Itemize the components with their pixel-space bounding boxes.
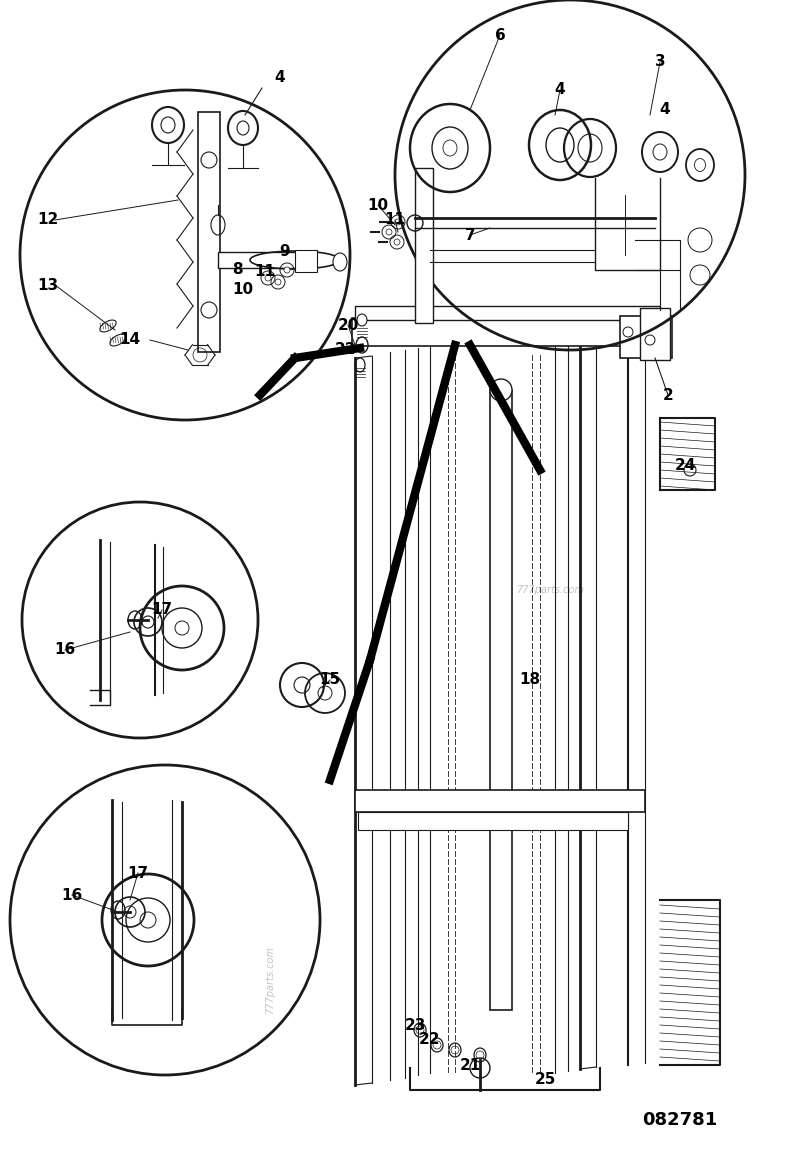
Bar [295, 250, 317, 272]
Text: 10: 10 [233, 282, 254, 297]
Text: 22: 22 [419, 1032, 441, 1047]
Text: 777parts.com: 777parts.com [516, 585, 584, 595]
Ellipse shape [357, 314, 367, 326]
Text: 8: 8 [232, 263, 242, 278]
Text: 16: 16 [62, 888, 82, 903]
Text: 12: 12 [38, 212, 58, 227]
Text: 4: 4 [660, 103, 670, 118]
Bar [355, 790, 645, 812]
Circle shape [284, 267, 290, 273]
Text: 16: 16 [54, 642, 76, 657]
Text: 17: 17 [151, 603, 173, 618]
Text: 25: 25 [534, 1072, 556, 1087]
Circle shape [275, 279, 281, 285]
Bar [218, 253, 296, 267]
Text: 20: 20 [338, 317, 358, 332]
Text: 21: 21 [459, 1057, 481, 1072]
Text: 6: 6 [494, 28, 506, 43]
Text: 4: 4 [554, 83, 566, 98]
Bar [640, 308, 670, 360]
Text: 18: 18 [519, 672, 541, 687]
Text: 082781: 082781 [642, 1111, 718, 1129]
Bar [198, 112, 220, 352]
Text: 23: 23 [404, 1017, 426, 1032]
Text: 7: 7 [465, 227, 475, 242]
Bar [355, 306, 660, 321]
Circle shape [265, 276, 271, 281]
Circle shape [490, 379, 512, 401]
Text: 11: 11 [385, 212, 406, 227]
Text: 9: 9 [280, 244, 290, 259]
Text: 4: 4 [274, 70, 286, 85]
Bar [358, 812, 628, 830]
Bar [352, 318, 662, 346]
Text: 10: 10 [367, 197, 389, 212]
Text: 22: 22 [334, 342, 356, 357]
Bar [620, 316, 672, 357]
Text: 14: 14 [119, 332, 141, 347]
Text: 13: 13 [38, 278, 58, 293]
Text: 777parts.com: 777parts.com [265, 945, 275, 1013]
Text: 2: 2 [662, 387, 674, 402]
Bar [490, 390, 512, 1010]
Ellipse shape [333, 253, 347, 271]
Text: 24: 24 [674, 458, 696, 473]
Text: 3: 3 [654, 54, 666, 69]
Bar [415, 168, 433, 323]
Text: 11: 11 [254, 264, 275, 279]
Text: 15: 15 [319, 672, 341, 687]
Text: 17: 17 [127, 866, 149, 881]
